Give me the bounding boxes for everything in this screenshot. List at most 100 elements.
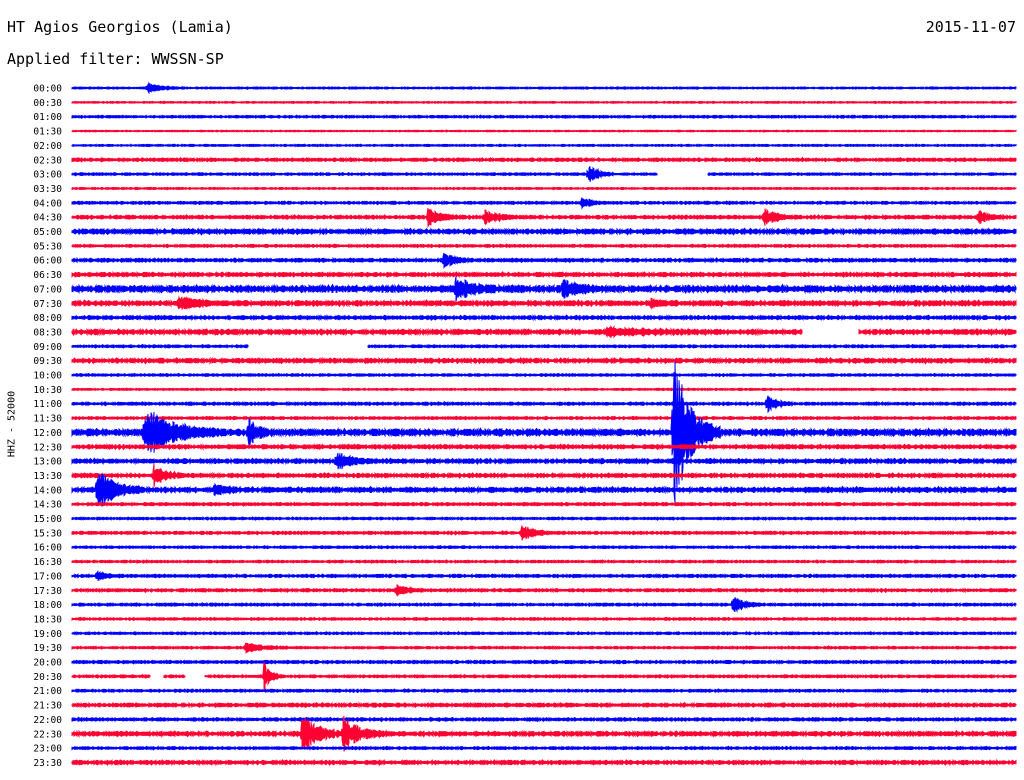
- seismic-trace: [71, 544, 1017, 550]
- station-title: HT Agios Georgios (Lamia): [7, 18, 233, 36]
- seismic-trace: [71, 166, 1017, 182]
- row-time-label: 06:00: [33, 256, 62, 267]
- seismic-trace: [71, 100, 1017, 105]
- row-time-label: 03:00: [33, 170, 62, 181]
- row-time-label: 15:30: [33, 528, 62, 539]
- seismic-trace: [71, 207, 1017, 229]
- row-time-label: 13:00: [33, 457, 62, 468]
- seismic-trace: [71, 114, 1017, 120]
- trace-layer: 00:00 00:30 01:00 01:30 02:00 02:30 03:00 03:30…: [33, 81, 1017, 769]
- seismic-trace: [71, 356, 1017, 365]
- seismic-trace: [71, 516, 1017, 521]
- seismic-trace: [71, 243, 1017, 249]
- row-time-label: 20:00: [33, 658, 62, 669]
- row-time-label: 04:00: [33, 198, 62, 209]
- row-time-label: 11:00: [33, 399, 62, 410]
- seismic-trace: [71, 156, 1017, 163]
- row-time-label: 20:30: [33, 672, 62, 683]
- row-time-label: 03:30: [33, 184, 62, 195]
- seismic-trace: [71, 81, 1017, 95]
- row-time-label: 01:30: [33, 127, 62, 138]
- row-time-label: 10:00: [33, 371, 62, 382]
- row-time-label: 11:30: [33, 414, 62, 425]
- row-time-label: 21:00: [33, 686, 62, 697]
- seismic-trace: [71, 129, 1017, 133]
- row-time-label: 02:30: [33, 155, 62, 166]
- seismic-trace: [71, 559, 1017, 565]
- filter-label: Applied filter: WWSSN-SP: [7, 50, 224, 68]
- seismic-trace: [71, 387, 1017, 392]
- seismic-trace: [71, 295, 1017, 311]
- row-time-label: 10:30: [33, 385, 62, 396]
- seismic-trace: [71, 630, 1017, 636]
- row-time-label: 17:00: [33, 571, 62, 582]
- seismic-trace: [71, 701, 1017, 709]
- seismic-trace: [71, 758, 1017, 767]
- date-label: 2015-11-07: [925, 18, 1016, 36]
- seismic-trace: [71, 226, 1017, 237]
- row-time-label: 21:30: [33, 701, 62, 712]
- row-time-label: 14:00: [33, 485, 62, 496]
- seismic-trace: [71, 270, 1017, 279]
- row-time-label: 02:00: [33, 141, 62, 152]
- row-time-label: 17:30: [33, 586, 62, 597]
- row-time-label: 06:30: [33, 270, 62, 281]
- row-time-label: 18:00: [33, 600, 62, 611]
- row-time-label: 16:00: [33, 543, 62, 554]
- row-time-label: 01:00: [33, 112, 62, 123]
- seismic-trace: [71, 324, 1017, 339]
- row-time-label: 18:30: [33, 614, 62, 625]
- seismic-trace: [71, 716, 1017, 723]
- row-time-label: 14:30: [33, 500, 62, 511]
- row-time-label: 15:00: [33, 514, 62, 525]
- seismic-trace: [71, 584, 1017, 597]
- row-time-label: 22:30: [33, 729, 62, 740]
- seismic-trace: [71, 642, 1017, 654]
- row-time-label: 08:00: [33, 313, 62, 324]
- seismic-trace: [71, 143, 1017, 148]
- row-time-label: 12:30: [33, 442, 62, 453]
- row-time-label: 13:30: [33, 471, 62, 482]
- seismic-trace: [71, 361, 1017, 504]
- seismic-trace: [71, 372, 1017, 378]
- seismic-trace: [71, 276, 1017, 302]
- seismic-trace: [71, 186, 1017, 191]
- row-time-label: 23:00: [33, 744, 62, 755]
- row-time-label: 16:30: [33, 557, 62, 568]
- seismic-trace: [71, 314, 1017, 322]
- seismic-trace: [71, 687, 1017, 694]
- row-time-label: 05:00: [33, 227, 62, 238]
- seismic-trace: [71, 452, 1017, 470]
- seismic-trace: [71, 715, 1017, 752]
- row-time-label: 05:30: [33, 241, 62, 252]
- row-time-label: 08:30: [33, 327, 62, 338]
- row-time-label: 19:30: [33, 643, 62, 654]
- row-time-label: 00:00: [33, 84, 62, 95]
- row-time-label: 09:00: [33, 342, 62, 353]
- seismic-trace: [71, 463, 1017, 487]
- row-time-label: 22:00: [33, 715, 62, 726]
- seismic-trace: [71, 525, 1017, 541]
- seismic-trace: [71, 745, 1017, 751]
- seismic-trace: [71, 659, 1017, 665]
- row-time-label: 07:30: [33, 299, 62, 310]
- row-time-label: 04:30: [33, 213, 62, 224]
- row-time-label: 23:30: [33, 758, 62, 769]
- seismic-trace: [71, 616, 1017, 622]
- row-time-label: 12:00: [33, 428, 62, 439]
- seismic-trace: [71, 197, 1017, 210]
- seismic-trace: [71, 661, 1017, 692]
- seismic-trace: [71, 252, 1017, 270]
- row-time-label: 19:00: [33, 629, 62, 640]
- seismic-trace: [71, 443, 1017, 451]
- row-time-label: 00:30: [33, 98, 62, 109]
- seismic-trace: [71, 570, 1017, 582]
- seismic-trace: [71, 343, 1017, 350]
- seismic-trace: [71, 473, 1017, 508]
- seismic-trace: [71, 501, 1017, 508]
- seismic-trace: [71, 395, 1017, 414]
- seismic-trace: [71, 415, 1017, 421]
- seismic-trace: [71, 597, 1017, 613]
- row-time-label: 07:00: [33, 284, 62, 295]
